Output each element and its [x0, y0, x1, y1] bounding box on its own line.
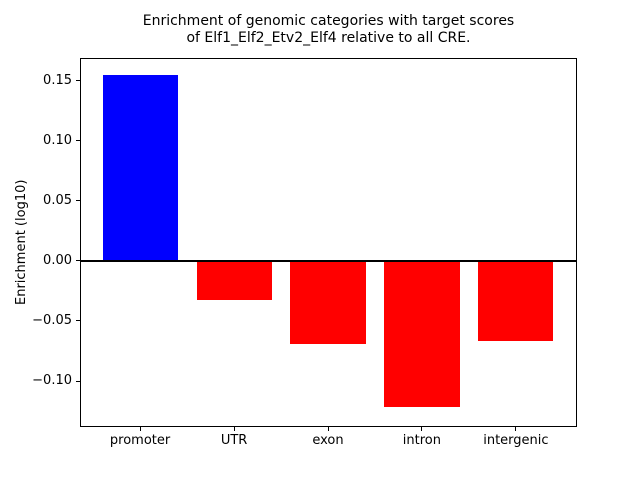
- bar-intron: [384, 260, 460, 408]
- x-tick-mark: [421, 427, 423, 431]
- chart-title-line1: Enrichment of genomic categories with ta…: [142, 13, 515, 29]
- y-tick-label: 0.05: [43, 192, 72, 208]
- bar-exon: [290, 260, 366, 344]
- y-tick-mark: [76, 200, 80, 202]
- bar-UTR: [196, 260, 272, 301]
- x-tick-label-exon: exon: [312, 433, 344, 448]
- x-tick-mark: [515, 427, 517, 431]
- chart-title-line2: of Elf1_Elf2_Etv2_Elf4 relative to all C…: [186, 30, 471, 46]
- bar-intergenic: [478, 260, 554, 342]
- y-axis-label: Enrichment (log10): [14, 179, 29, 306]
- x-tick-label-promoter: promoter: [109, 433, 171, 448]
- x-tick-mark: [233, 427, 235, 431]
- y-tick-label: −0.10: [32, 373, 72, 388]
- y-tick-mark: [76, 260, 80, 262]
- y-tick-mark: [76, 320, 80, 322]
- x-tick-mark: [327, 427, 329, 431]
- y-tick-label: 0.15: [43, 72, 72, 88]
- y-tick-label: −0.05: [32, 312, 72, 328]
- chart-title: Enrichment of genomic categories with ta…: [80, 13, 577, 47]
- x-tick-label-UTR: UTR: [220, 433, 248, 448]
- zero-line: [80, 259, 576, 262]
- y-tick-mark: [76, 380, 80, 382]
- y-tick-mark: [76, 140, 80, 142]
- y-tick-label: 0.10: [43, 132, 72, 148]
- y-tick-label: 0.00: [43, 252, 72, 268]
- x-tick-label-intron: intron: [402, 433, 441, 448]
- y-tick-mark: [76, 80, 80, 82]
- x-tick-label-intergenic: intergenic: [483, 433, 549, 448]
- x-tick-mark: [139, 427, 141, 431]
- bar-promoter: [102, 74, 178, 261]
